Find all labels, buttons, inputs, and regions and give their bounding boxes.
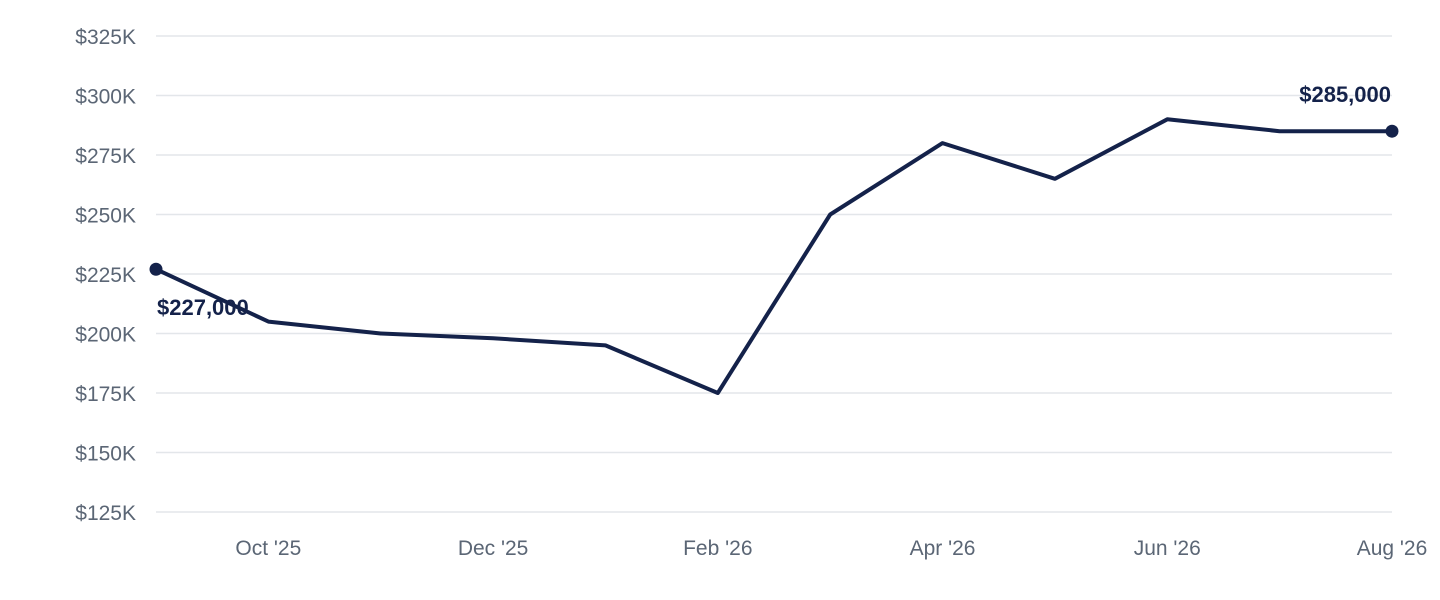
y-tick-label: $300K bbox=[75, 86, 136, 109]
data-point-marker bbox=[1385, 124, 1399, 138]
x-tick-label: Apr '26 bbox=[910, 537, 976, 560]
x-tick-label: Aug '26 bbox=[1357, 537, 1428, 560]
series-line bbox=[154, 117, 1394, 395]
x-tick-label: Jun '26 bbox=[1134, 537, 1201, 560]
y-tick-label: $250K bbox=[75, 205, 136, 228]
end-value-label: $285,000 bbox=[1299, 82, 1391, 107]
x-axis-tick-labels: Oct '25 Dec '25 Feb '26 Apr '26 Jun '26 Aug '… bbox=[235, 537, 1427, 560]
x-tick-label: Dec '25 bbox=[458, 537, 529, 560]
y-tick-label: $150K bbox=[75, 443, 136, 466]
y-tick-label: $175K bbox=[75, 383, 136, 406]
start-value-label: $227,000 bbox=[157, 295, 249, 320]
y-tick-label: $200K bbox=[75, 324, 136, 347]
y-tick-label: $125K bbox=[75, 502, 136, 525]
x-tick-label: Oct '25 bbox=[235, 537, 301, 560]
x-tick-label: Feb '26 bbox=[683, 537, 752, 560]
y-tick-label: $225K bbox=[75, 264, 136, 287]
data-labels: $227,000 $285,000 bbox=[157, 82, 1391, 320]
grid-lines bbox=[156, 35, 1392, 513]
y-axis-tick-labels: $125K $150K $175K $200K $225K $250K $275K $300K… bbox=[75, 26, 136, 525]
y-tick-label: $325K bbox=[75, 26, 136, 49]
end-markers bbox=[149, 124, 1399, 276]
data-point-marker bbox=[149, 262, 163, 276]
y-tick-label: $275K bbox=[75, 145, 136, 168]
